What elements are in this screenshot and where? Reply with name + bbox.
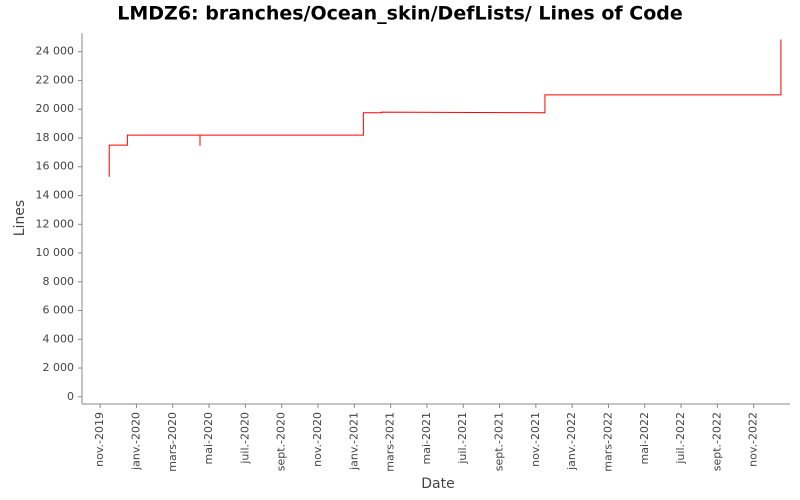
y-tick-label: 10 000: [36, 246, 75, 259]
y-tick-label: 22 000: [36, 73, 75, 86]
y-tick-label: 12 000: [36, 217, 75, 230]
y-tick-label: 18 000: [36, 131, 75, 144]
x-tick-label: janv.-2021: [347, 412, 360, 471]
x-axis-label: Date: [421, 476, 454, 492]
y-tick-label: 16 000: [36, 160, 75, 173]
y-tick-label: 0: [67, 390, 74, 403]
x-tick-label: janv.-2022: [565, 412, 578, 471]
x-tick-label: mai-2020: [202, 412, 215, 464]
x-tick-label: mars-2020: [166, 412, 179, 472]
y-tick-label: 4 000: [43, 332, 75, 345]
y-tick-label: 6 000: [43, 304, 75, 317]
data-line: [108, 39, 782, 177]
x-tick-label: mars-2021: [384, 412, 397, 472]
y-tick-label: 20 000: [36, 102, 75, 115]
y-tick-label: 14 000: [36, 188, 75, 201]
x-tick-label: nov.-2022: [747, 412, 760, 467]
x-tick-label: juil.-2020: [238, 412, 251, 465]
x-tick-label: sept.-2020: [275, 412, 288, 471]
y-tick-label: 2 000: [43, 361, 75, 374]
x-tick-label: janv.-2020: [129, 412, 142, 471]
y-axis-label: Lines: [12, 200, 28, 236]
x-tick-label: nov.-2020: [311, 412, 324, 467]
x-tick-label: mai-2022: [638, 412, 651, 464]
x-tick-label: juil.-2022: [674, 412, 687, 465]
chart-title: LMDZ6: branches/Ocean_skin/DefLists/ Lin…: [117, 3, 682, 25]
x-tick-label: sept.-2021: [493, 412, 506, 471]
y-tick-label: 24 000: [36, 45, 75, 58]
x-tick-label: mars-2022: [601, 412, 614, 472]
y-tick-label: 8 000: [43, 275, 75, 288]
x-tick-label: nov.-2021: [529, 412, 542, 467]
x-tick-label: nov.-2019: [93, 412, 106, 467]
x-tick-label: sept.-2022: [710, 412, 723, 471]
x-tick-label: mai-2021: [420, 412, 433, 464]
x-tick-label: juil.-2021: [456, 412, 469, 465]
